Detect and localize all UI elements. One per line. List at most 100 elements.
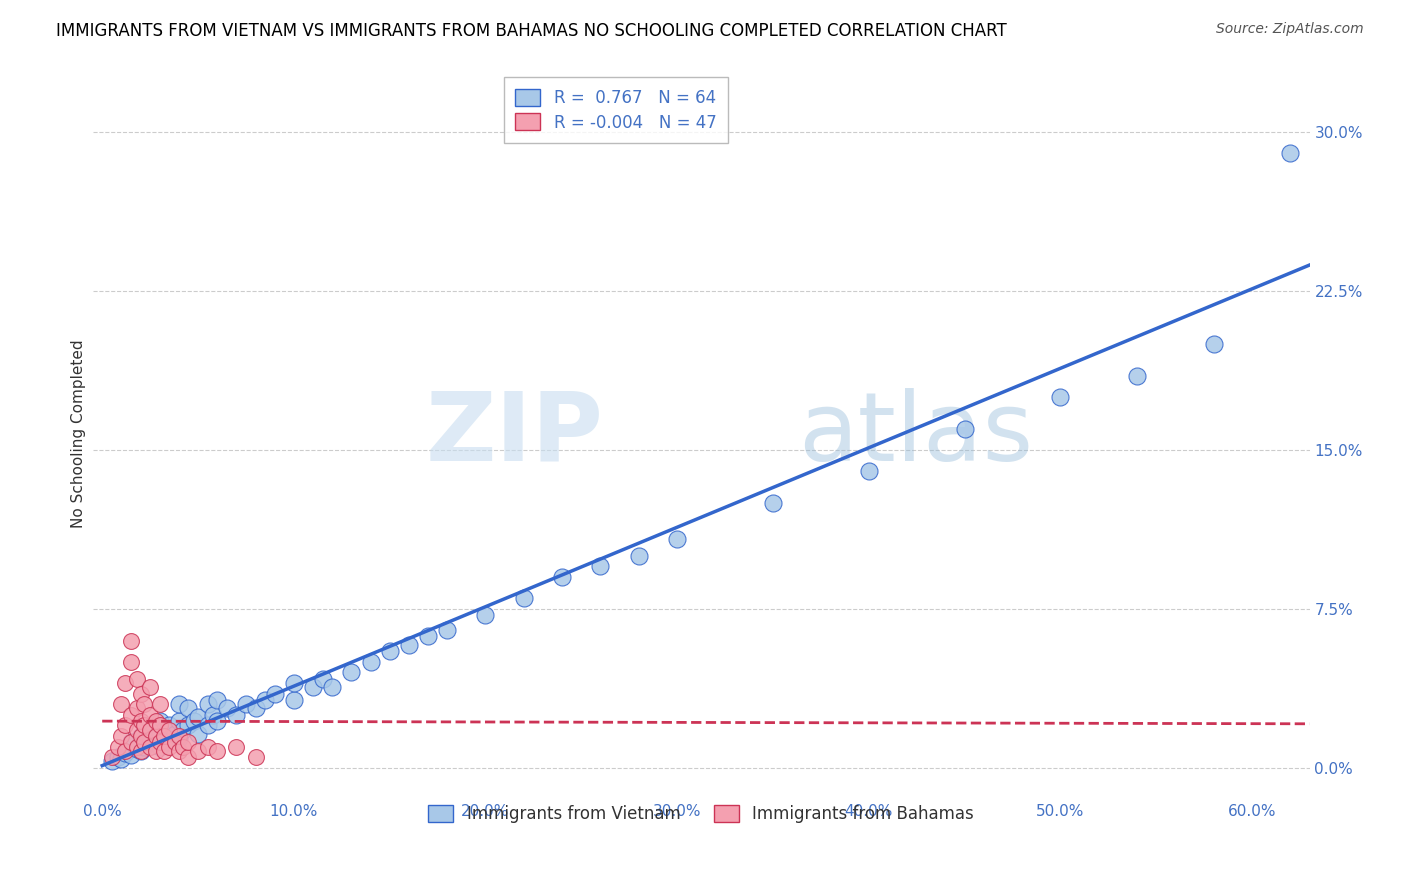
Point — [762, 496, 785, 510]
Point — [157, 723, 180, 737]
Point — [202, 707, 225, 722]
Point — [302, 680, 325, 694]
Point — [125, 672, 148, 686]
Y-axis label: No Schooling Completed: No Schooling Completed — [72, 340, 86, 528]
Point — [110, 752, 132, 766]
Point — [205, 744, 228, 758]
Point — [187, 710, 209, 724]
Point — [436, 623, 458, 637]
Point — [120, 735, 142, 749]
Point — [360, 655, 382, 669]
Point — [187, 727, 209, 741]
Point — [177, 718, 200, 732]
Point — [129, 744, 152, 758]
Point — [340, 665, 363, 680]
Text: Source: ZipAtlas.com: Source: ZipAtlas.com — [1216, 22, 1364, 37]
Point — [114, 746, 136, 760]
Point — [139, 707, 162, 722]
Point — [215, 701, 238, 715]
Point — [149, 697, 172, 711]
Point — [283, 693, 305, 707]
Point — [157, 739, 180, 754]
Point — [110, 697, 132, 711]
Point — [245, 750, 267, 764]
Legend: Immigrants from Vietnam, Immigrants from Bahamas: Immigrants from Vietnam, Immigrants from… — [416, 794, 986, 835]
Point — [120, 633, 142, 648]
Point — [134, 697, 156, 711]
Point — [167, 744, 190, 758]
Point — [125, 701, 148, 715]
Point — [157, 735, 180, 749]
Point — [1049, 390, 1071, 404]
Point — [125, 723, 148, 737]
Point — [157, 718, 180, 732]
Point — [139, 680, 162, 694]
Point — [254, 693, 277, 707]
Point — [152, 729, 174, 743]
Point — [235, 697, 257, 711]
Point — [172, 739, 194, 754]
Point — [416, 629, 439, 643]
Point — [627, 549, 650, 563]
Point — [167, 697, 190, 711]
Point — [101, 750, 124, 764]
Point — [107, 750, 129, 764]
Point — [177, 750, 200, 764]
Point — [197, 718, 219, 732]
Point — [145, 714, 167, 728]
Point — [139, 723, 162, 737]
Point — [149, 714, 172, 728]
Point — [134, 718, 156, 732]
Text: atlas: atlas — [799, 387, 1033, 481]
Point — [107, 739, 129, 754]
Point — [378, 644, 401, 658]
Point — [163, 735, 186, 749]
Point — [187, 744, 209, 758]
Point — [149, 739, 172, 754]
Point — [139, 735, 162, 749]
Point — [120, 655, 142, 669]
Point — [101, 755, 124, 769]
Point — [551, 570, 574, 584]
Point — [110, 729, 132, 743]
Point — [225, 707, 247, 722]
Point — [177, 701, 200, 715]
Point — [172, 723, 194, 737]
Point — [167, 714, 190, 728]
Point — [513, 591, 536, 606]
Point — [134, 735, 156, 749]
Point — [114, 676, 136, 690]
Point — [167, 729, 190, 743]
Point — [129, 687, 152, 701]
Point — [953, 422, 976, 436]
Point — [134, 739, 156, 754]
Point — [858, 464, 880, 478]
Point — [129, 714, 152, 728]
Point — [114, 744, 136, 758]
Point — [163, 727, 186, 741]
Point — [589, 559, 612, 574]
Point — [120, 707, 142, 722]
Point — [152, 723, 174, 737]
Point — [283, 676, 305, 690]
Point — [245, 701, 267, 715]
Point — [149, 718, 172, 732]
Point — [129, 729, 152, 743]
Point — [398, 638, 420, 652]
Point — [149, 735, 172, 749]
Point — [1279, 146, 1302, 161]
Point — [145, 744, 167, 758]
Point — [311, 672, 333, 686]
Point — [125, 741, 148, 756]
Point — [197, 697, 219, 711]
Point — [129, 729, 152, 743]
Point — [152, 744, 174, 758]
Text: IMMIGRANTS FROM VIETNAM VS IMMIGRANTS FROM BAHAMAS NO SCHOOLING COMPLETED CORREL: IMMIGRANTS FROM VIETNAM VS IMMIGRANTS FR… — [56, 22, 1007, 40]
Point — [149, 727, 172, 741]
Point — [177, 735, 200, 749]
Point — [183, 714, 205, 728]
Point — [205, 714, 228, 728]
Point — [129, 744, 152, 758]
Point — [474, 608, 496, 623]
Point — [145, 729, 167, 743]
